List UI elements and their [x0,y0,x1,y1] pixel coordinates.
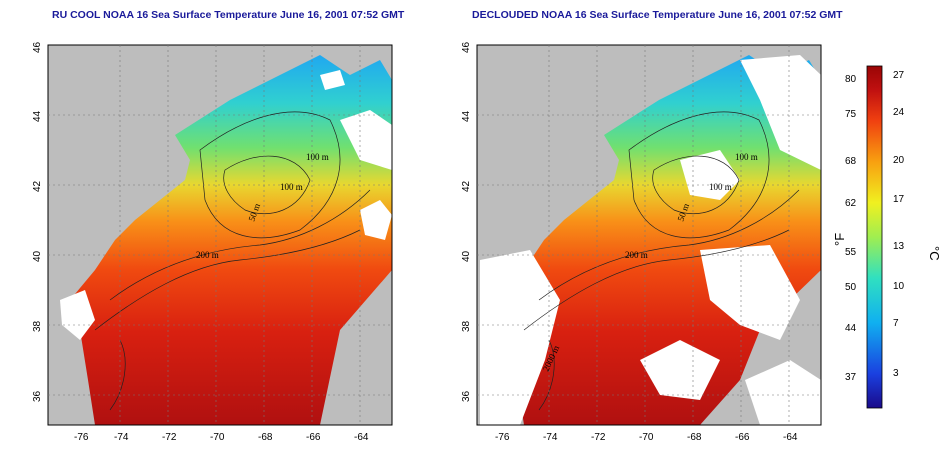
f-tick: 68 [845,156,857,167]
c-tick: 17 [893,194,905,205]
lon-tick: -64 [783,432,798,443]
lat-tick: 40 [461,250,472,262]
cloud-patch [320,70,345,90]
c-tick: 27 [893,70,905,81]
cloud-patch [745,360,821,425]
f-tick: 75 [845,109,857,120]
left-lat-ticks: 46 44 42 40 38 36 [32,41,43,402]
lon-tick: -68 [258,432,273,443]
f-tick: 44 [845,323,857,334]
contour-label: 200 m [625,250,648,260]
lat-tick: 46 [461,41,472,53]
left-graticule [48,45,392,425]
lat-tick: 42 [461,180,472,192]
c-tick: 24 [893,107,905,118]
lat-tick: 36 [461,390,472,402]
lon-tick: -66 [735,432,750,443]
left-map-frame [47,44,393,426]
isobath-contours [523,111,800,411]
f-tick: 55 [845,247,857,258]
f-tick: 62 [845,198,857,209]
right-lon-ticks: -76 -74 -72 -70 -68 -66 -64 [495,432,798,443]
lon-tick: -70 [210,432,225,443]
contour-label: 100 m [735,152,758,162]
lon-tick: -74 [543,432,558,443]
lon-tick: -74 [114,432,129,443]
left-panel-title: RU COOL NOAA 16 Sea Surface Temperature … [52,9,405,21]
fahrenheit-label: °F [832,233,847,246]
ocean-sst-field [499,55,821,425]
c-tick: 10 [893,281,905,292]
right-panel-title: DECLOUDED NOAA 16 Sea Surface Temperatur… [472,9,843,21]
cloud-patch [740,55,821,170]
contour-label: 200 m [196,250,219,260]
contour-label: 100 m [306,152,329,162]
lon-tick: -76 [495,432,510,443]
c-tick: 13 [893,241,905,252]
isobath-contours [94,111,371,411]
c-tick: 3 [893,368,899,379]
lon-tick: -64 [354,432,369,443]
right-map-panel [477,45,821,425]
cloud-patch [360,200,392,240]
right-lat-ticks: 46 44 42 40 38 36 [461,41,472,402]
cloud-patch [680,150,740,200]
cloud-patch [340,110,392,170]
lat-tick: 44 [32,110,43,122]
lat-tick: 46 [32,41,43,53]
ocean-sst-field [70,55,392,425]
right-map-frame [476,44,822,426]
lon-tick: -76 [74,432,89,443]
left-map-panel [48,45,392,425]
lon-tick: -72 [162,432,177,443]
cloud-patch [480,250,560,425]
lat-tick: 44 [461,110,472,122]
celsius-ticks: 27 24 20 17 13 10 7 3 [893,70,905,379]
f-tick: 50 [845,282,857,293]
lat-tick: 38 [461,320,472,332]
right-graticule [477,45,821,425]
lon-tick: -70 [639,432,654,443]
c-tick: 20 [893,155,905,166]
cloud-patch [700,245,800,340]
lat-tick: 42 [32,180,43,192]
lon-tick: -72 [591,432,606,443]
fahrenheit-ticks: 80 75 68 62 55 50 44 37 [845,74,857,383]
colorbar [866,65,883,409]
cloud-patch [60,290,95,340]
contour-label: 100 m [709,182,732,192]
left-lon-ticks: -76 -74 -72 -70 -68 -66 -64 [74,432,369,443]
c-tick: 7 [893,318,899,329]
lat-tick: 38 [32,320,43,332]
f-tick: 80 [845,74,857,85]
lon-tick: -68 [687,432,702,443]
celsius-label: °C [927,246,942,261]
f-tick: 37 [845,372,857,383]
lat-tick: 36 [32,390,43,402]
contour-label: 100 m [280,182,303,192]
lon-tick: -66 [306,432,321,443]
cloud-patch [640,340,720,400]
lat-tick: 40 [32,250,43,262]
